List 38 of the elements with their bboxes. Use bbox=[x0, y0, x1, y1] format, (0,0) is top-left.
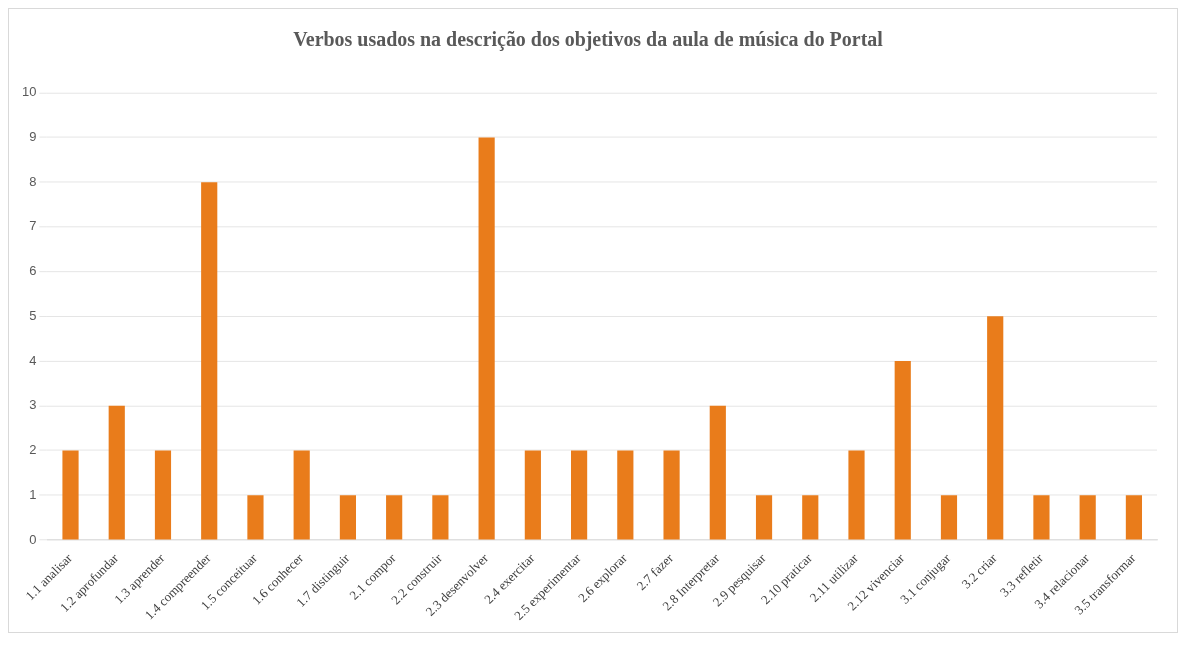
bar bbox=[1033, 495, 1050, 540]
y-tick-label: 8 bbox=[29, 173, 37, 189]
y-tick-label: 2 bbox=[29, 442, 37, 458]
bar bbox=[709, 405, 726, 540]
y-tick-label: 10 bbox=[21, 84, 37, 100]
bar bbox=[432, 495, 449, 540]
bar bbox=[848, 450, 865, 540]
y-tick-label: 0 bbox=[29, 531, 37, 547]
bar bbox=[478, 137, 495, 540]
x-tick-label: 3.2 criar bbox=[958, 549, 1001, 592]
bar bbox=[802, 495, 819, 540]
bar bbox=[108, 405, 125, 540]
y-tick-label: 4 bbox=[29, 352, 37, 368]
bar bbox=[154, 450, 172, 540]
bar bbox=[755, 495, 773, 540]
y-tick-label: 1 bbox=[29, 486, 37, 502]
bar bbox=[894, 361, 911, 540]
chart-title: Verbos usados na descrição dos objetivos da aula de música do Portal bbox=[293, 28, 884, 52]
bar bbox=[663, 450, 680, 540]
bar bbox=[293, 450, 310, 540]
y-tick-label: 5 bbox=[29, 307, 37, 323]
y-tick-label: 9 bbox=[29, 129, 37, 145]
y-tick-label: 3 bbox=[29, 397, 37, 413]
bar bbox=[201, 182, 218, 540]
bar bbox=[62, 450, 79, 540]
bar bbox=[1125, 495, 1143, 540]
bar bbox=[339, 495, 357, 540]
bar bbox=[247, 495, 264, 540]
y-tick-label: 7 bbox=[29, 218, 37, 234]
y-tick-label: 6 bbox=[29, 263, 37, 279]
bar bbox=[1079, 495, 1096, 540]
bar bbox=[386, 495, 403, 540]
bar bbox=[524, 450, 541, 540]
bar bbox=[940, 495, 958, 540]
x-tick-label: 2.7 fazer bbox=[633, 549, 677, 593]
bar bbox=[617, 450, 634, 540]
bar bbox=[987, 316, 1004, 540]
bar bbox=[571, 450, 588, 540]
